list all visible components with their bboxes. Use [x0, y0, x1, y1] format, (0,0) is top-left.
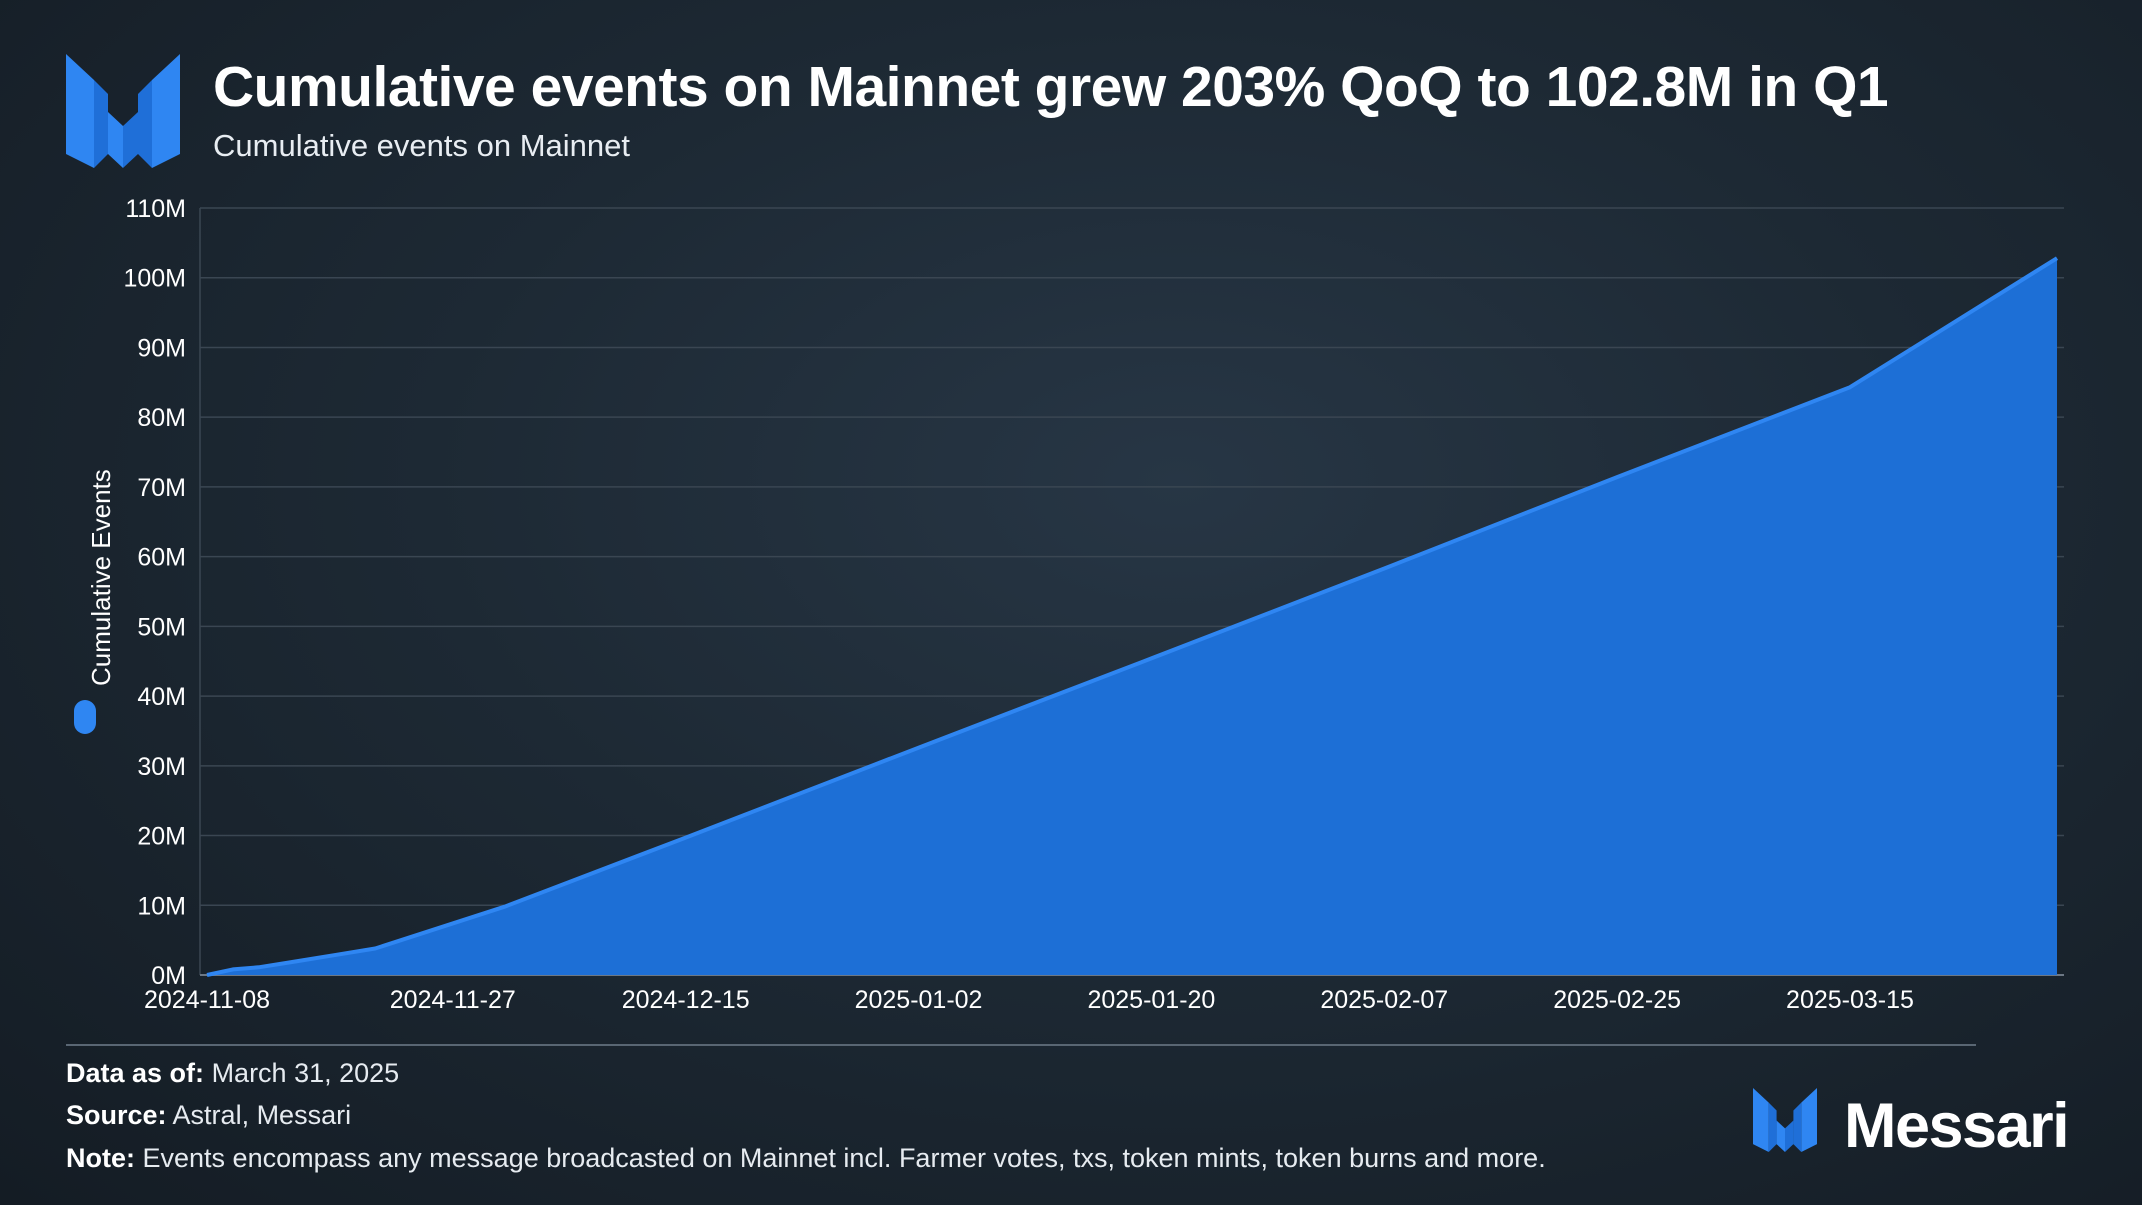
y-tick-label: 90M [137, 334, 186, 362]
y-tick-label: 0M [151, 962, 186, 990]
axis-labels: 0M 10M 20M 30M 40M 50M 60M 70M 80M 90M 100M 110M 202… [123, 195, 1913, 1014]
y-tick-label: 40M [137, 683, 186, 711]
chart-legend: Cumulative Events [56, 450, 116, 750]
data-as-of-value: March 31, 2025 [211, 1058, 400, 1088]
y-tick-label: 10M [137, 892, 186, 920]
x-tick-label: 2025-02-25 [1553, 986, 1681, 1014]
data-as-of-label: Data as of: [66, 1058, 205, 1088]
x-tick-label: 2025-03-15 [1786, 986, 1914, 1014]
footer-source: Source: Astral, Messari [66, 1100, 351, 1131]
brand-wordmark: Messari [1844, 1091, 2070, 1161]
source-label: Source: [66, 1100, 167, 1130]
y-tick-label: 70M [137, 474, 186, 502]
x-tick-label: 2024-11-27 [390, 986, 516, 1014]
legend-swatch-cumulative-events[interactable] [74, 700, 96, 734]
series-line-cumulative-events [206, 256, 2059, 977]
note-value: Events encompass any message broadcasted… [142, 1143, 1546, 1173]
messari-logo-icon [66, 54, 180, 168]
series-area [206, 256, 2059, 977]
y-tick-label: 50M [137, 613, 186, 641]
series-area-cumulative-events [207, 258, 2057, 975]
x-tick-label: 2025-01-02 [855, 986, 983, 1014]
source-value: Astral, Messari [172, 1100, 352, 1130]
page-title: Cumulative events on Mainnet grew 203% Q… [213, 55, 1889, 119]
page-subtitle: Cumulative events on Mainnet [213, 128, 631, 163]
y-tick-label: 100M [123, 265, 186, 293]
y-tick-label: 30M [137, 753, 186, 781]
x-tick-label: 2025-01-20 [1087, 986, 1215, 1014]
x-tick-label: 2024-12-15 [622, 986, 750, 1014]
messari-brand: Messari [1752, 1086, 2070, 1161]
footer-note: Note: Events encompass any message broad… [66, 1143, 1546, 1174]
y-tick-label: 20M [137, 823, 186, 851]
y-tick-label: 60M [137, 544, 186, 572]
note-label: Note: [66, 1143, 135, 1173]
y-tick-label: 80M [137, 404, 186, 432]
footer-divider [66, 1044, 1976, 1046]
x-tick-label: 2025-02-07 [1320, 986, 1448, 1014]
cumulative-events-chart: 0M 10M 20M 30M 40M 50M 60M 70M 80M 90M 100M 110M 202… [123, 195, 2064, 1014]
y-tick-label: 110M [125, 195, 186, 223]
x-tick-label: 2024-11-08 [144, 986, 270, 1014]
footer-data-as-of: Data as of: March 31, 2025 [66, 1058, 399, 1089]
messari-logo-icon [1753, 1088, 1817, 1152]
